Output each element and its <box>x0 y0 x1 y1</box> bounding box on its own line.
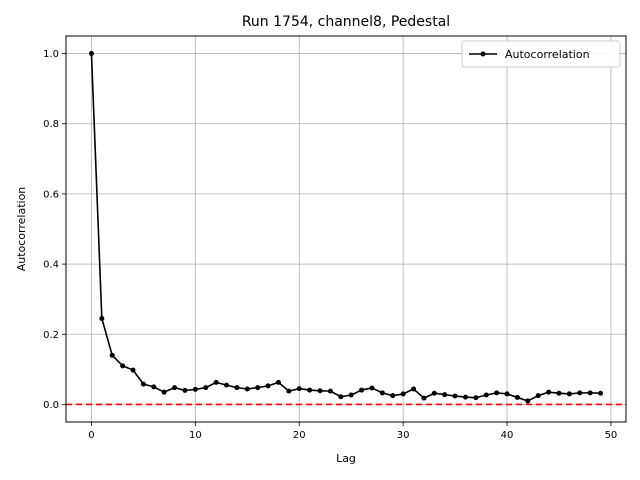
data-point <box>348 392 354 398</box>
data-point <box>327 388 333 394</box>
data-point <box>390 393 396 399</box>
x-tick-label: 10 <box>189 430 202 441</box>
data-point <box>192 386 198 392</box>
data-point <box>556 390 562 396</box>
data-point <box>307 387 313 393</box>
data-point <box>587 390 593 396</box>
legend-label: Autocorrelation <box>505 48 590 61</box>
legend-marker-swatch <box>480 51 486 57</box>
data-point <box>483 392 489 398</box>
data-point <box>525 398 531 404</box>
data-point <box>379 390 385 396</box>
x-tick-label: 20 <box>293 430 306 441</box>
data-point <box>213 379 219 385</box>
series-group <box>88 51 604 404</box>
data-point <box>317 388 323 394</box>
data-point <box>577 390 583 396</box>
data-point <box>369 385 375 391</box>
data-point <box>224 382 230 388</box>
x-axis-label: Lag <box>336 452 356 465</box>
data-point <box>535 393 541 399</box>
data-point <box>203 385 209 391</box>
data-point <box>88 51 94 57</box>
x-tick-label: 50 <box>605 430 618 441</box>
ticks: 0 10 20 30 40 50 0.0 0.2 0.4 0.6 0.8 1.0 <box>43 49 617 441</box>
data-point <box>109 352 115 358</box>
data-point <box>421 395 427 401</box>
data-point <box>514 394 520 400</box>
data-point <box>338 394 344 400</box>
data-point <box>566 391 572 397</box>
data-point <box>598 390 604 396</box>
y-tick-label: 0.0 <box>43 400 59 411</box>
y-axis-label: Autocorrelation <box>15 187 28 272</box>
data-point <box>473 395 479 401</box>
data-point <box>431 390 437 396</box>
legend-box <box>461 40 621 68</box>
data-point <box>140 381 146 387</box>
data-point <box>161 389 167 395</box>
data-point <box>462 394 468 400</box>
data-point <box>172 385 178 391</box>
x-tick-label: 0 <box>88 430 94 441</box>
data-point <box>504 391 510 397</box>
x-tick-label: 30 <box>397 430 410 441</box>
data-point <box>359 387 365 393</box>
data-point <box>182 387 188 393</box>
data-point <box>411 386 417 392</box>
data-point <box>442 392 448 398</box>
data-point <box>546 389 552 395</box>
y-tick-label: 0.4 <box>43 260 59 271</box>
data-point <box>244 386 250 392</box>
data-point <box>286 388 292 394</box>
data-point <box>265 383 271 389</box>
data-point <box>120 363 126 369</box>
data-point <box>400 391 406 397</box>
data-point <box>275 379 281 385</box>
x-tick-label: 40 <box>501 430 514 441</box>
data-point <box>99 315 105 321</box>
y-tick-label: 1.0 <box>43 49 59 60</box>
data-point <box>234 385 240 391</box>
chart-title: Run 1754, channel8, Pedestal <box>242 14 450 30</box>
legend: Autocorrelation <box>461 40 621 68</box>
y-tick-label: 0.6 <box>43 189 59 200</box>
plot-frame <box>65 35 627 423</box>
data-point <box>452 393 458 399</box>
y-tick-label: 0.2 <box>43 330 59 341</box>
data-point <box>255 385 261 391</box>
data-point <box>494 390 500 396</box>
data-point <box>151 384 157 390</box>
data-point <box>130 367 136 373</box>
data-point <box>296 386 302 392</box>
y-tick-label: 0.8 <box>43 119 59 130</box>
